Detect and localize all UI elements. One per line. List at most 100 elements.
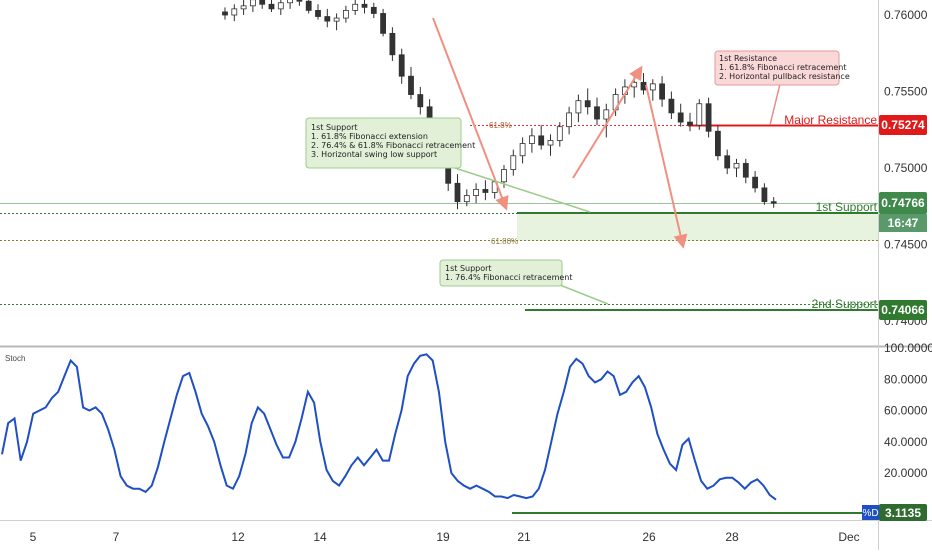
date-tick-1: 7 xyxy=(113,530,120,544)
candle-body xyxy=(370,6,377,14)
candle-body xyxy=(408,75,414,95)
date-tick-7: 28 xyxy=(725,530,739,544)
date-tick-8: Dec xyxy=(838,530,859,544)
support2-line-2: 1. 76.4% Fibonacci retracement xyxy=(445,273,573,282)
major-resistance-tag: 0.75274 xyxy=(879,115,927,135)
resistance-annotation[interactable]: 1st Resistance 1. 61.8% Fibonacci retrac… xyxy=(714,50,850,126)
date-tick-2: 12 xyxy=(231,530,245,544)
candle-body xyxy=(361,3,368,8)
support1-box xyxy=(305,117,462,169)
candle-body xyxy=(677,112,684,123)
candle-body xyxy=(463,195,470,203)
candle-body xyxy=(566,112,572,128)
candle-body xyxy=(249,0,256,7)
candle-body xyxy=(305,0,312,11)
price-tick-2: 0.75000 xyxy=(884,161,928,175)
candle-body xyxy=(352,3,359,11)
stoch-line[interactable] xyxy=(1,353,777,501)
major-resistance-tag-bg xyxy=(879,115,927,135)
candle-body xyxy=(538,135,545,146)
support1-line-1: 1st Support xyxy=(311,123,358,132)
stoch-tick-2: 60.0000 xyxy=(884,404,928,418)
fib-label-upper: 61.8% xyxy=(489,121,512,130)
support2-line-1: 1st Support xyxy=(445,264,492,273)
date-axis[interactable]: 5 7 12 14 19 21 26 28 Dec xyxy=(30,530,860,544)
candle-body xyxy=(733,163,740,169)
candle-body xyxy=(287,0,294,4)
stoch-axis[interactable]: 100.0000 80.0000 60.0000 40.0000 20.0000 xyxy=(884,341,932,480)
candle-body xyxy=(389,32,396,56)
candle-body xyxy=(529,135,535,144)
date-tick-4: 19 xyxy=(436,530,450,544)
first-support-tag-bg xyxy=(879,192,927,214)
candle-body xyxy=(482,189,489,193)
stoch-tick-4: 20.0000 xyxy=(884,466,928,480)
candle-body xyxy=(296,0,303,2)
resistance-callout xyxy=(769,83,781,126)
fib-label-lower: 61.80% xyxy=(491,237,518,246)
stoch-current-tag: %D 3.1135 xyxy=(862,504,927,521)
resistance-line-1: 1st Resistance xyxy=(719,54,777,63)
candle-body xyxy=(510,155,517,170)
countdown-tag-bg xyxy=(879,214,927,232)
candle-body xyxy=(398,54,405,77)
candle-body xyxy=(705,103,712,132)
candle-body xyxy=(380,13,387,34)
first-support-tag-value: 0.74766 xyxy=(881,196,925,210)
second-support-tag-bg xyxy=(879,300,927,320)
indicator-pane[interactable] xyxy=(0,348,878,520)
candle-body xyxy=(231,8,238,16)
stoch-tick-0: 100.0000 xyxy=(884,341,932,355)
price-tick-0: 0.76000 xyxy=(884,8,928,22)
candle-body xyxy=(417,94,424,108)
date-tick-6: 26 xyxy=(642,530,656,544)
resistance-line-2: 1. 61.8% Fibonacci retracement xyxy=(719,63,847,72)
candle-body xyxy=(240,5,247,10)
price-tick-3: 0.74500 xyxy=(884,238,928,252)
resistance-box xyxy=(714,50,840,86)
candle-body xyxy=(342,10,349,19)
candle-body xyxy=(277,2,284,10)
candle-body xyxy=(668,98,675,114)
indicator-title: Stoch xyxy=(5,354,25,363)
support1-line-4: 3. Horizontal swing low support xyxy=(311,150,437,159)
candle-body xyxy=(584,100,591,108)
price-tick-1: 0.75500 xyxy=(884,85,928,99)
candle-body xyxy=(268,3,275,10)
candle-body xyxy=(742,163,749,178)
date-tick-5: 21 xyxy=(517,530,531,544)
second-support-tag: 0.74066 xyxy=(879,300,927,320)
candle-body xyxy=(259,0,266,5)
candle-body xyxy=(315,10,321,17)
candle-body xyxy=(501,169,507,183)
stoch-tick-3: 40.0000 xyxy=(884,435,928,449)
candle-body xyxy=(594,106,600,120)
candle-body xyxy=(547,140,554,146)
candle-body xyxy=(696,103,703,126)
arrow-down-1 xyxy=(432,17,509,211)
candle-body xyxy=(333,17,340,22)
major-resistance-tag-value: 0.75274 xyxy=(881,118,925,132)
support1-line-2: 1. 61.8% Fibonacci extension xyxy=(311,132,428,141)
candle-body xyxy=(575,100,582,114)
candle-body xyxy=(752,176,758,189)
stoch-value-tag-bg xyxy=(879,504,927,521)
candle-body xyxy=(324,16,331,22)
support1-annotation[interactable]: 1st Support 1. 61.8% Fibonacci extension… xyxy=(305,117,591,213)
candle-body xyxy=(454,182,461,203)
support1-callout xyxy=(454,167,591,213)
candle-body xyxy=(687,121,693,126)
support2-annotation[interactable]: 1st Support 1. 76.4% Fibonacci retraceme… xyxy=(439,259,609,305)
candle-body xyxy=(761,187,768,203)
stoch-tick-1: 80.0000 xyxy=(884,372,928,386)
support-zone xyxy=(517,212,878,241)
candle-body xyxy=(556,126,563,141)
candle-body xyxy=(222,11,228,16)
candle-body xyxy=(473,189,480,196)
arrow-up xyxy=(572,65,643,179)
candle-body xyxy=(659,83,665,100)
candle-body xyxy=(519,143,526,157)
